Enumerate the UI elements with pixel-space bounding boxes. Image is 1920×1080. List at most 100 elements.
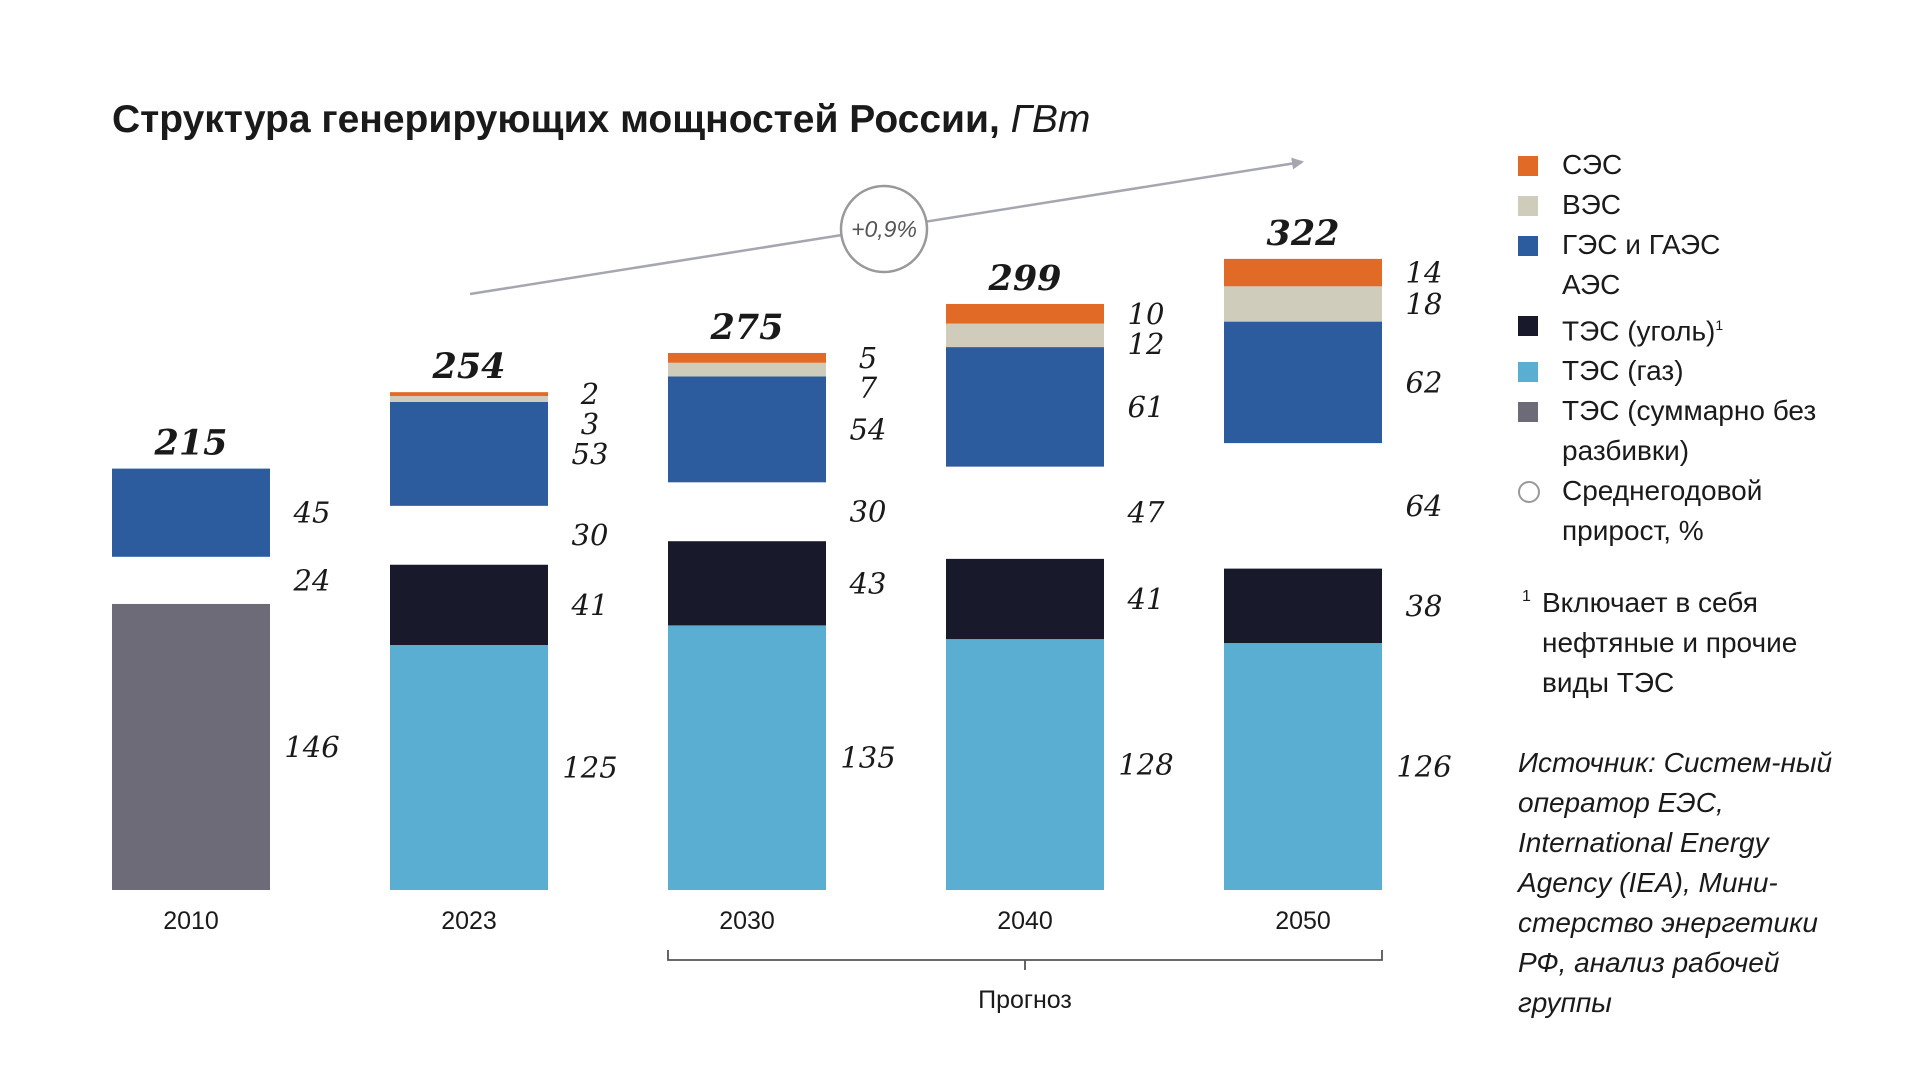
- bar-label-2023-4: 53: [572, 437, 609, 471]
- bar-2030-6: [668, 352, 826, 363]
- legend-ring-icon: [1518, 481, 1540, 504]
- bar-2023-4: [390, 401, 548, 506]
- category-label-2030: 2030: [719, 907, 775, 935]
- bar-label-2023-5: 3: [581, 407, 599, 441]
- bar-2050-2: [1224, 568, 1382, 644]
- bar-2040-3: [946, 466, 1104, 559]
- category-label-2010: 2010: [163, 907, 219, 935]
- bar-total-2040: 299: [987, 258, 1061, 299]
- stacked-bar-chart: 1462445215201012541305332254202313543305…: [112, 157, 1452, 1014]
- bar-label-2050-4: 62: [1406, 365, 1443, 399]
- bar-label-2040-3: 47: [1127, 496, 1165, 530]
- forecast-label: Прогноз: [978, 986, 1072, 1014]
- legend-swatch-tes-gas: [1518, 362, 1538, 383]
- bar-label-2023-2: 41: [571, 588, 609, 622]
- chart-title-text: Структура генерирующих мощностей России,: [112, 98, 1000, 141]
- bar-2023-5: [390, 396, 548, 402]
- bar-2050-3: [1224, 443, 1382, 569]
- bar-label-2040-6: 10: [1128, 297, 1165, 331]
- footnote-mark: 1: [1522, 588, 1531, 605]
- bar-2050-5: [1224, 286, 1382, 322]
- legend-item-growth: Среднегодовой прирост, %: [1518, 471, 1918, 551]
- legend-label-ges: ГЭС и ГАЭС: [1562, 229, 1721, 260]
- legend-label-tes-coal-sup: 1: [1715, 317, 1724, 333]
- bar-label-2040-4: 61: [1128, 390, 1165, 424]
- bar-label-2030-2: 43: [849, 566, 887, 600]
- bar-2030-2: [668, 541, 826, 626]
- legend-swatch-ges: [1518, 236, 1538, 256]
- chart-title: Структура генерирующих мощностей России,…: [112, 98, 1090, 142]
- bar-label-2023-1: 125: [562, 751, 617, 785]
- chart-title-unit: ГВт: [1010, 98, 1091, 141]
- legend-swatch-aes: [1518, 276, 1538, 296]
- legend-label-aes: АЭС: [1562, 269, 1621, 300]
- category-label-2040: 2040: [997, 907, 1053, 935]
- bar-total-2050: 322: [1266, 213, 1339, 254]
- legend-item-ses: СЭС: [1518, 145, 1918, 185]
- bar-2030-1: [668, 625, 826, 890]
- growth-annotation: +0,9%: [851, 216, 917, 242]
- bar-2040-2: [946, 558, 1104, 640]
- legend-label-ves: ВЭС: [1562, 189, 1622, 220]
- bar-2010-4: [112, 468, 270, 557]
- bar-label-2010-0: 146: [284, 730, 339, 764]
- legend-swatch-ses: [1518, 156, 1538, 176]
- bar-label-2040-2: 41: [1127, 582, 1165, 616]
- bar-2030-4: [668, 376, 826, 483]
- legend-label-tes-coal: ТЭС (уголь)1: [1562, 305, 1852, 351]
- legend-item-ves: ВЭС: [1518, 185, 1918, 225]
- bar-total-2010: 215: [153, 423, 227, 464]
- bar-2050-1: [1224, 643, 1382, 890]
- bar-2040-4: [946, 347, 1104, 467]
- growth-circle: [839, 184, 929, 274]
- bar-label-2023-3: 30: [572, 518, 609, 552]
- legend-item-aes: АЭС: [1518, 265, 1918, 305]
- bar-2023-2: [390, 564, 548, 645]
- legend-swatch-ves: [1518, 196, 1538, 216]
- category-label-2023: 2023: [441, 907, 497, 935]
- bar-label-2040-1: 128: [1118, 748, 1173, 782]
- legend-label-ses: СЭС: [1562, 149, 1623, 180]
- bar-2040-6: [946, 303, 1104, 324]
- bar-label-2040-5: 12: [1128, 327, 1165, 361]
- legend-label-tes-coal-text: ТЭС (уголь): [1562, 315, 1716, 347]
- category-label-2050: 2050: [1275, 907, 1331, 935]
- legend-swatch-tes-coal: [1518, 316, 1538, 336]
- bar-label-2030-3: 30: [850, 495, 887, 529]
- legend-item-tes-gas: ТЭС (газ): [1518, 351, 1918, 391]
- bar-label-2050-2: 38: [1406, 589, 1443, 623]
- legend-label-tes-gas: ТЭС (газ): [1562, 355, 1684, 387]
- bar-2050-6: [1224, 258, 1382, 287]
- legend-item-tes-coal: ТЭС (уголь)1: [1518, 305, 1918, 351]
- bar-2023-1: [390, 645, 548, 890]
- bar-label-2023-6: 2: [580, 377, 599, 411]
- footnote-text: Включает в себя нефтяные и прочие виды Т…: [1542, 587, 1798, 698]
- bar-label-2030-6: 5: [859, 341, 877, 375]
- bar-2010-0: [112, 603, 270, 890]
- bar-2050-4: [1224, 321, 1382, 444]
- legend-label-tes-total: ТЭС (суммарно без разбивки): [1562, 395, 1817, 467]
- bar-label-2030-5: 7: [859, 371, 878, 405]
- bar-label-2050-1: 126: [1396, 750, 1451, 784]
- legend-label-growth: Среднегодовой прирост, %: [1562, 475, 1763, 547]
- bar-total-2030: 275: [709, 307, 783, 348]
- legend-swatch-tes-total: [1518, 402, 1538, 423]
- bar-2030-3: [668, 482, 826, 542]
- bar-label-2010-3: 24: [293, 563, 331, 597]
- legend-item-tes-total: ТЭС (суммарно без разбивки): [1518, 391, 1918, 471]
- bar-2040-1: [946, 639, 1104, 890]
- bar-2023-6: [390, 392, 548, 397]
- bar-label-2030-1: 135: [840, 741, 895, 775]
- bar-2023-3: [390, 505, 548, 565]
- source-note: Источник: Систем-ный оператор ЕЭС, Inter…: [1518, 747, 1833, 1018]
- footnote: 1 Включает в себя нефтяные и прочие виды…: [1522, 583, 1872, 703]
- bar-2040-5: [946, 323, 1104, 348]
- legend: СЭС ВЭС ГЭС и ГАЭС АЭС ТЭС (уголь)1 ТЭС …: [1518, 145, 1918, 551]
- bar-2030-5: [668, 362, 826, 377]
- legend-item-ges: ГЭС и ГАЭС: [1518, 225, 1918, 265]
- bar-label-2050-3: 64: [1406, 489, 1443, 523]
- bar-2010-3: [112, 556, 270, 604]
- bar-label-2030-4: 54: [850, 412, 887, 446]
- bar-label-2050-6: 14: [1406, 256, 1443, 290]
- forecast-bracket: [667, 950, 1383, 970]
